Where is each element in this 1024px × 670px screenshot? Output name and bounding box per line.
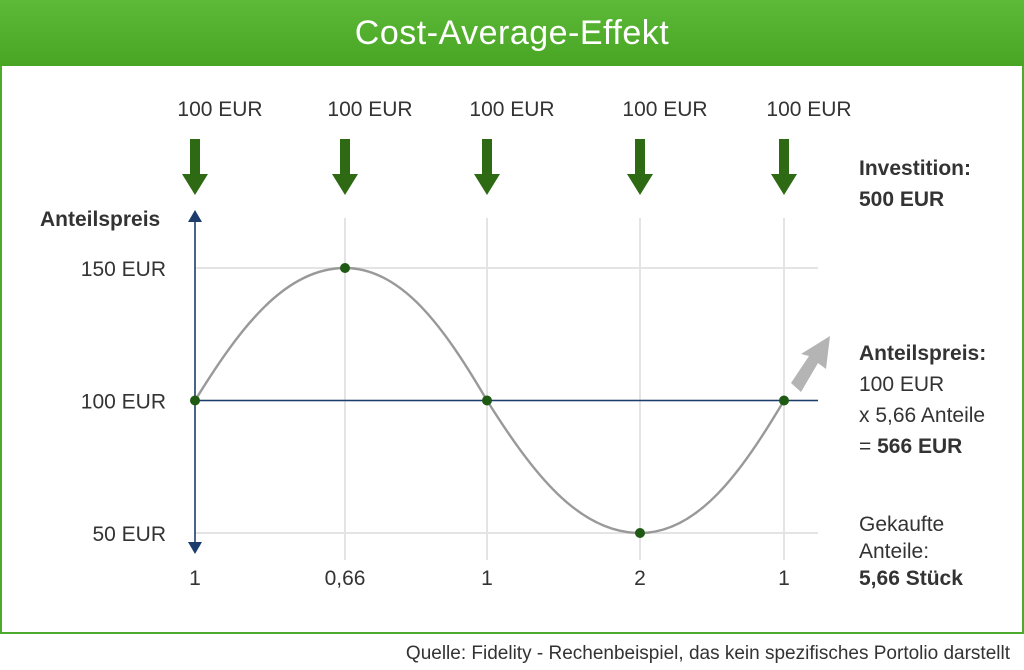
data-point bbox=[779, 395, 789, 406]
shares-multiplier: x 5,66 Anteile bbox=[859, 404, 986, 427]
investment-value: 500 EUR bbox=[859, 188, 945, 211]
total-value: 566 EUR bbox=[877, 435, 963, 458]
title-bar: Cost-Average-Effekt bbox=[0, 0, 1024, 66]
price-label: Anteilspreis: bbox=[859, 342, 987, 365]
down-arrow-icon bbox=[771, 139, 797, 195]
shares-label: 2 bbox=[634, 567, 646, 590]
bought-block: Gekaufte Anteile: 5,66 Stück bbox=[859, 511, 963, 592]
down-arrow-icon bbox=[627, 139, 653, 195]
chart-svg: Anteilspreis 150 EUR 100 EUR 50 EUR 1 0,66 1 2 1… bbox=[40, 98, 852, 590]
shares-label: 1 bbox=[189, 567, 201, 590]
shares-label: 1 bbox=[481, 567, 493, 590]
investment-block: Investition: 500 EUR bbox=[859, 153, 971, 215]
bought-value: 5,66 Stück bbox=[859, 567, 963, 590]
down-arrow-icon bbox=[332, 139, 358, 195]
equals-sign: = bbox=[859, 435, 872, 458]
price-value: 100 EUR bbox=[859, 373, 945, 396]
y-tick-label: 50 EUR bbox=[92, 523, 166, 546]
investment-label: 100 EUR bbox=[766, 98, 851, 121]
y-axis-label: Anteilspreis bbox=[40, 208, 160, 231]
data-point bbox=[340, 263, 350, 273]
investment-label: 100 EUR bbox=[327, 98, 412, 121]
investment-label: 100 EUR bbox=[177, 98, 262, 121]
chart-title: Cost-Average-Effekt bbox=[354, 13, 670, 52]
data-point bbox=[482, 395, 492, 406]
shares-label: 1 bbox=[778, 567, 790, 590]
bought-label-1: Gekaufte bbox=[859, 513, 945, 536]
trend-arrow-icon bbox=[791, 336, 830, 392]
investment-label: Investition: bbox=[859, 157, 972, 180]
down-arrow-icon bbox=[182, 139, 208, 195]
source-note: Quelle: Fidelity - Rechenbeispiel, das k… bbox=[405, 643, 1010, 664]
y-tick-label: 150 EUR bbox=[81, 258, 166, 281]
price-block: Anteilspreis: 100 EUR x 5,66 Anteile = 5… bbox=[859, 338, 986, 462]
investment-label: 100 EUR bbox=[622, 98, 707, 121]
bought-label-2: Anteile: bbox=[859, 540, 930, 563]
y-tick-label: 100 EUR bbox=[81, 391, 166, 414]
investment-label: 100 EUR bbox=[469, 98, 554, 121]
shares-label: 0,66 bbox=[325, 567, 366, 590]
chart-frame bbox=[0, 0, 1024, 634]
down-arrow-icon bbox=[474, 139, 500, 195]
total-line: = 566 EUR bbox=[859, 431, 986, 462]
y-axis-arrow-up bbox=[188, 210, 202, 222]
data-point bbox=[635, 528, 645, 538]
data-point bbox=[190, 395, 200, 406]
y-axis-arrow-down bbox=[188, 542, 202, 554]
